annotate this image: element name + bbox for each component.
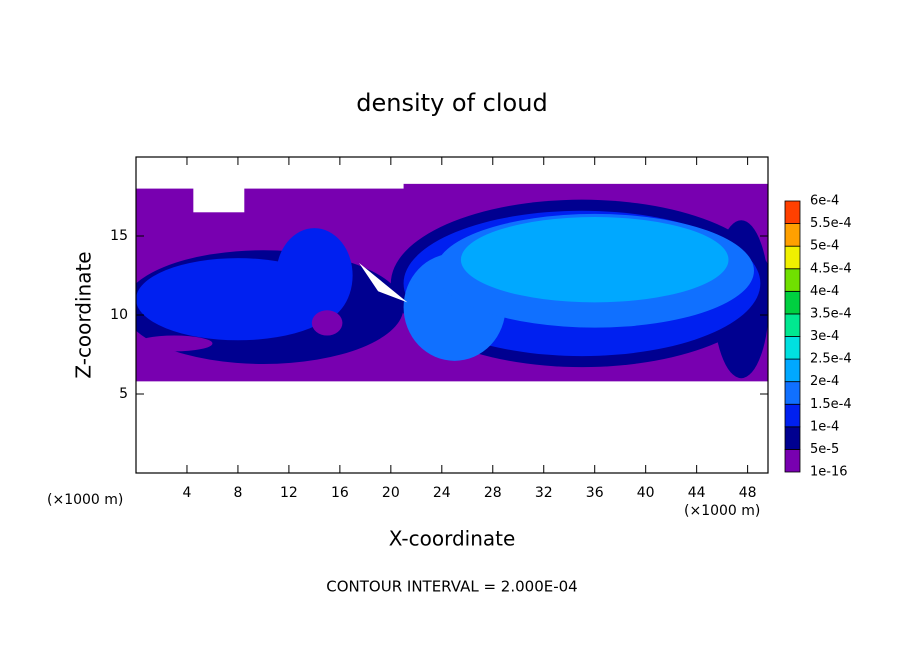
colorbar-swatch: [784, 245, 801, 270]
colorbar-swatch: [784, 313, 801, 337]
colorbar-label: 4.5e-4: [810, 261, 852, 276]
colorbar-swatch: [784, 358, 801, 383]
colorbar-swatch: [784, 268, 801, 292]
contour-region: [460, 217, 729, 303]
x-tick-label: 32: [535, 485, 553, 501]
colorbar-swatch: [784, 403, 801, 428]
clear-region: [358, 262, 408, 303]
colorbar-label: 5e-5: [810, 442, 839, 457]
x-tick-label: 8: [233, 485, 242, 501]
colorbar-label: 3e-4: [810, 329, 839, 344]
x-tick-label: 16: [331, 485, 349, 501]
chart-title: density of cloud: [356, 89, 547, 117]
footer: CONTOUR INTERVAL = 2.000E-04: [326, 578, 577, 596]
contour-region: [403, 183, 768, 190]
colorbar-swatch: [784, 426, 801, 450]
colorbar-swatch: [784, 336, 801, 360]
colorbar-swatch: [784, 449, 801, 473]
contour-field: [136, 183, 768, 382]
x-unit: (×1000 m): [684, 503, 760, 519]
x-tick-label: 4: [183, 485, 192, 501]
x-tick-label: 24: [433, 485, 451, 501]
colorbar-swatch: [784, 223, 801, 247]
colorbar-swatch: [784, 290, 801, 315]
x-tick-label: 36: [586, 485, 604, 501]
y-unit: (×1000 m): [47, 492, 123, 508]
y-tick-label: 10: [110, 307, 128, 323]
colorbar-label: 2.5e-4: [810, 352, 852, 367]
x-tick-label: 48: [739, 485, 757, 501]
clear-region: [193, 183, 245, 213]
contour-region: [136, 335, 213, 352]
x-tick-label: 40: [637, 485, 655, 501]
y-tick-label: 15: [110, 228, 128, 244]
colorbar-label: 3.5e-4: [810, 306, 852, 321]
contour-region: [276, 228, 353, 323]
colorbar-swatch: [784, 200, 801, 224]
colorbar-label: 6e-4: [810, 194, 839, 209]
colorbar-label: 1e-4: [810, 419, 839, 434]
colorbar-label: 1e-16: [810, 465, 848, 480]
colorbar-label: 2e-4: [810, 374, 839, 389]
x-tick-label: 28: [484, 485, 502, 501]
colorbar-label: 1.5e-4: [810, 397, 852, 412]
y-tick-label: 5: [119, 386, 128, 402]
x-axis-label: X-coordinate: [389, 527, 516, 551]
colorbar-label: 5.5e-4: [810, 216, 852, 231]
x-tick-label: 20: [382, 485, 400, 501]
x-tick-label: 12: [280, 485, 298, 501]
x-tick-label: 44: [688, 485, 706, 501]
colorbar-label: 5e-4: [810, 239, 839, 254]
colorbar-label: 4e-4: [810, 284, 839, 299]
contour-region: [311, 310, 343, 336]
colorbar-swatch: [784, 381, 801, 405]
y-axis-label: Z-coordinate: [72, 251, 96, 378]
